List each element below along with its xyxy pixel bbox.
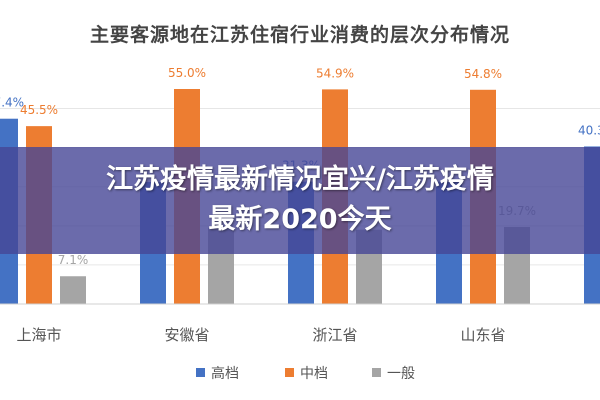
- legend-swatch: [372, 368, 381, 377]
- data-label: 55.0%: [168, 66, 206, 80]
- category-label: 安徽省: [164, 326, 209, 344]
- data-label: 54.9%: [316, 66, 354, 80]
- legend-label: 一般: [387, 366, 415, 382]
- legend-swatch: [196, 368, 205, 377]
- legend-label: 高档: [211, 365, 239, 382]
- data-label: 7.1%: [58, 253, 89, 267]
- category-labels: 上海市安徽省浙江省山东省江苏省: [16, 326, 505, 344]
- data-label: 54.8%: [464, 67, 502, 81]
- data-label: 47.4%: [0, 96, 24, 110]
- data-label: 45.5%: [20, 103, 58, 117]
- legend: 高档 中档 一般: [196, 365, 415, 382]
- overlay-line-1: 江苏疫情最新情况宜兴/江苏疫情: [106, 164, 494, 195]
- legend-swatch: [285, 368, 294, 377]
- category-label: 浙江省: [312, 326, 357, 344]
- chart-title: 主要客源地在江苏住宿行业消费的层次分布情况: [89, 24, 510, 46]
- category-label: 山东省: [460, 326, 505, 344]
- data-label: 40.3%: [578, 123, 600, 137]
- legend-label: 中档: [300, 366, 328, 382]
- bar: [60, 276, 86, 304]
- overlay-banner: [0, 147, 600, 254]
- overlay-line-2: 最新2020今天: [208, 204, 392, 235]
- category-label: 上海市: [16, 326, 61, 344]
- overlay-caption: 江苏疫情最新情况宜兴/江苏疫情 最新2020今天: [0, 160, 600, 240]
